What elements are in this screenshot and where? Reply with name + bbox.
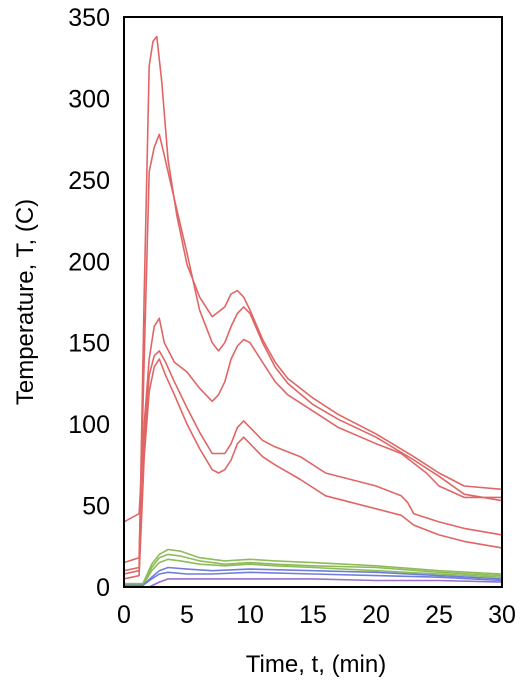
series-layer (123, 35, 503, 588)
y-tick-label: 50 (82, 493, 110, 521)
series-line-red-2 (123, 133, 503, 564)
x-axis-label: Time, t, (min) (246, 651, 386, 678)
x-tick-label: 0 (117, 601, 131, 629)
y-tick-label: 250 (68, 167, 110, 195)
series-line-blue-9 (124, 566, 503, 587)
series-line-green-6 (124, 548, 503, 585)
y-axis-label: Temperature, T, (C) (12, 199, 39, 405)
y-tick-label: 200 (68, 248, 110, 276)
y-tick-label: 100 (68, 411, 110, 439)
series-line-red-1 (123, 35, 503, 572)
x-tick-label: 30 (488, 601, 516, 629)
series-line-green-8 (124, 558, 503, 587)
series-line-purple-11 (124, 578, 503, 588)
series-line-red-4 (123, 350, 503, 575)
x-tick-label: 25 (425, 601, 453, 629)
ticks-layer: 0 50 100 150 200 250 300 350 0 5 10 15 20 25 30 (68, 4, 516, 629)
y-tick-label: 350 (68, 4, 110, 32)
x-tick-label: 20 (362, 601, 390, 629)
plot-frame (123, 16, 503, 588)
x-tick-label: 10 (236, 601, 264, 629)
series-line-red-5 (123, 358, 503, 580)
y-tick-label: 0 (96, 574, 110, 602)
series-line-green-7 (124, 553, 503, 585)
y-tick-label: 300 (68, 85, 110, 113)
y-tick-label: 150 (68, 330, 110, 358)
series-line-red-3 (123, 317, 502, 523)
series-line-blue-10 (124, 571, 503, 587)
x-tick-label: 5 (180, 601, 194, 629)
x-tick-label: 15 (299, 601, 327, 629)
